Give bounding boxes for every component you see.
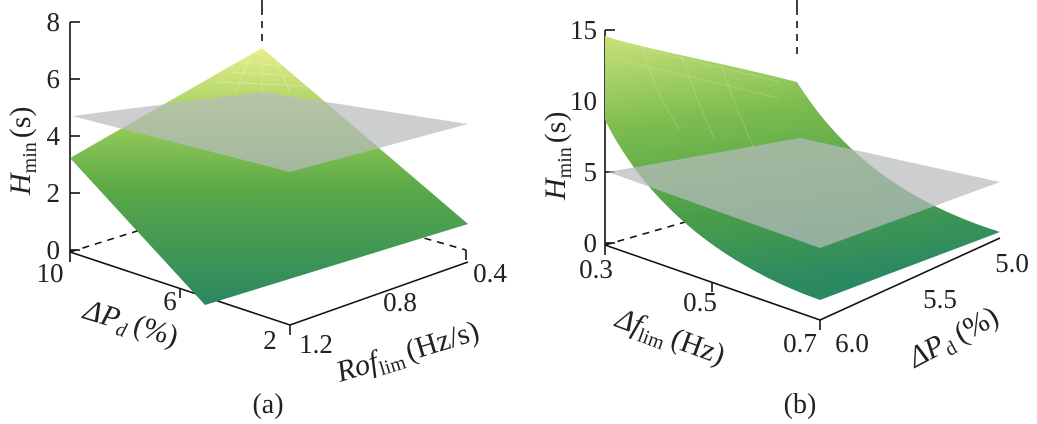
z-ticks-b: 15 10 5 0	[570, 15, 615, 258]
z-axis-title-a: Hmin(s)	[4, 107, 41, 196]
y-ticks-a: 0.4 0.8 1.2	[299, 258, 507, 359]
panel-caption-b: (b)	[784, 389, 817, 420]
z-tick-label: 0	[47, 235, 61, 265]
z-tick-label: 6	[47, 64, 61, 94]
x-tick-label: 0.3	[579, 254, 613, 284]
surface-mesh-b	[617, 39, 781, 151]
y-axis-line-a	[289, 261, 469, 326]
y-tick-label: 5.5	[923, 284, 957, 314]
x-ticks-b: 0.3 0.5 0.7	[579, 245, 821, 358]
z-tick-label: 15	[570, 15, 597, 45]
x-tick-label: 10	[37, 258, 64, 288]
x-tick-label: 6	[163, 286, 177, 316]
z-tick-label: 10	[570, 86, 597, 116]
y-axis-title-a: Roflim(Hz/s)	[331, 314, 484, 393]
panel-caption-a: (a)	[252, 389, 283, 420]
x-ticks-a: 10 6 2	[37, 252, 291, 355]
surface-a	[70, 48, 468, 305]
y-ticks-b: 5.0 5.5 6.0	[835, 248, 1029, 358]
surface-mesh-a	[215, 48, 309, 94]
z-tick-label: 8	[47, 7, 61, 37]
y-tick-label: 0.8	[383, 287, 417, 317]
y-tick-label: 5.0	[995, 248, 1029, 278]
panel-a: 8 6 4 2 0 10 6 2 0.4	[4, 0, 507, 420]
z-tick-label: 0	[584, 228, 598, 258]
y-axis-line-b	[819, 237, 1001, 321]
x-tick-label: 2	[263, 325, 277, 355]
panel-b: 15 10 5 0 0.3 0.5 0.7 5.0 5.5 6.0	[539, 0, 1029, 420]
reference-plane-a	[72, 92, 468, 172]
z-ticks-a: 8 6 4 2 0	[47, 7, 80, 265]
x-tick-label: 0.7	[783, 328, 817, 358]
z-axis-title-b: Hmin(s)	[539, 112, 576, 201]
y-tick-label: 6.0	[835, 328, 869, 358]
x-tick-label: 0.5	[683, 287, 717, 317]
z-tick-label: 4	[47, 121, 61, 151]
y-tick-label: 0.4	[473, 258, 507, 288]
reference-plane-b	[608, 138, 1000, 248]
z-tick-label: 5	[584, 157, 598, 187]
y-tick-label: 1.2	[299, 329, 333, 359]
z-tick-label: 2	[47, 178, 61, 208]
